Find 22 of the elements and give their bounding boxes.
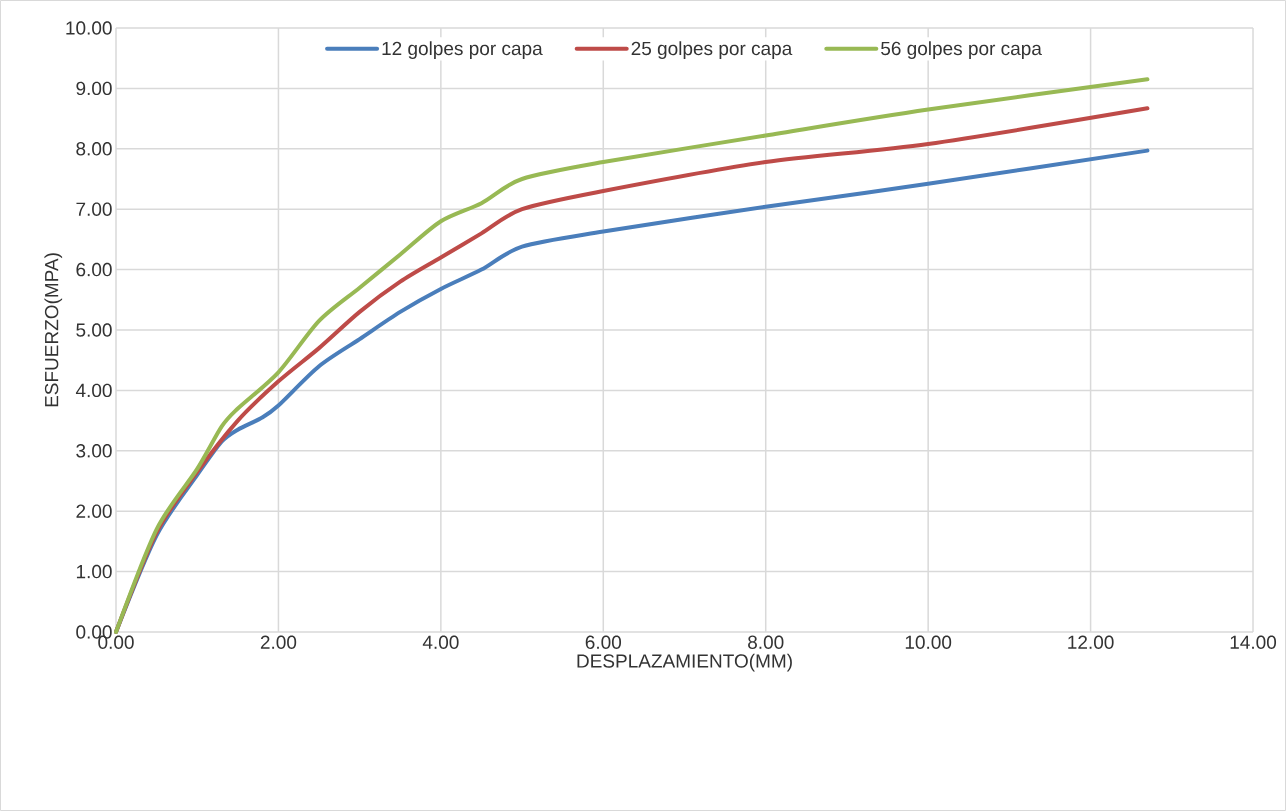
y-tick-label: 5.00	[76, 323, 112, 337]
y-tick-label: 4.00	[75, 383, 112, 398]
x-tick-label: 6.00	[585, 635, 622, 649]
y-tick-label: 3.00	[76, 444, 112, 458]
x-tick-label: 12.00	[1068, 635, 1114, 649]
y-tick-label: 2.00	[76, 504, 112, 518]
y-tick-label: 6.00	[76, 262, 112, 277]
y-tick-label: 10.00	[66, 21, 112, 35]
x-tick-label: 14.00	[1230, 635, 1277, 649]
y-tick-label: 7.00	[76, 202, 112, 216]
y-axis-title: ESFUERZO(MPA)	[44, 253, 63, 407]
y-tick-label: 8.00	[76, 142, 112, 156]
y-tick-label: 9.00	[76, 81, 112, 96]
x-tick-label: 4.00	[422, 635, 459, 649]
x-axis-title: DESPLAZAMIENTO(MM)	[577, 653, 792, 672]
x-tick-label: 2.00	[260, 635, 297, 649]
legend-label: 56 golpes por capa	[881, 41, 1042, 59]
y-tick-label: 1.00	[76, 564, 112, 579]
legend-label: 12 golpes por capa	[382, 41, 543, 59]
x-tick-label: 10.00	[905, 635, 952, 649]
legend-label: 25 golpes por capa	[631, 41, 793, 59]
x-tick-label: 8.00	[748, 635, 784, 649]
